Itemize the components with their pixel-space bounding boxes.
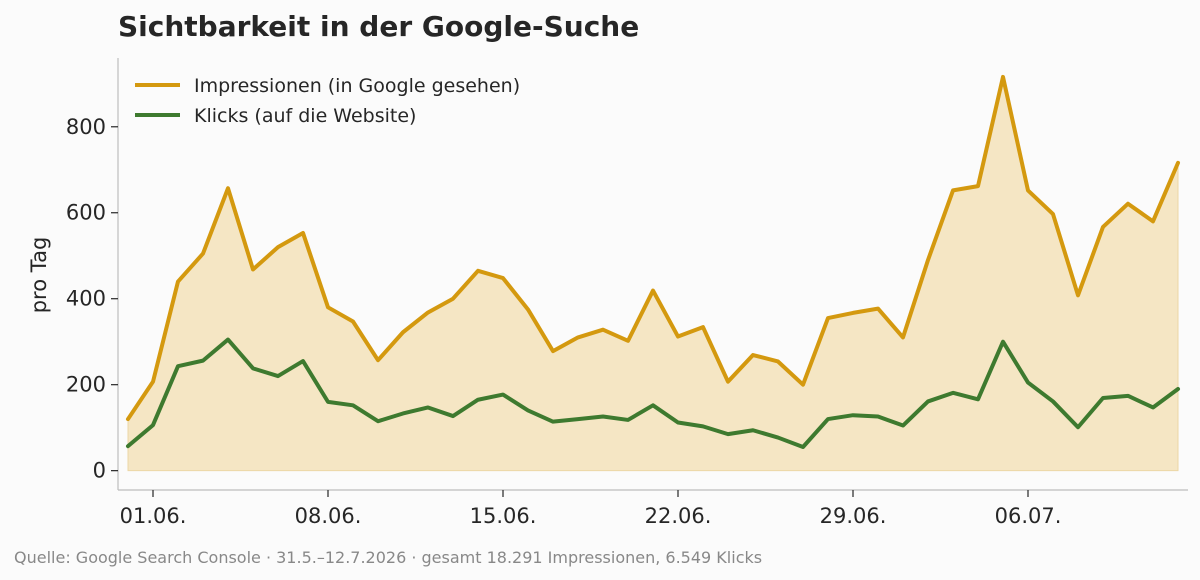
y-tick-label: 400 [66, 287, 106, 311]
plot-area [126, 74, 1180, 472]
x-tick-label: 01.06. [120, 504, 187, 528]
klicks-line [126, 337, 1180, 450]
y-tick-label: 200 [66, 373, 106, 397]
impressionen-line [126, 74, 1180, 422]
line-layer [126, 74, 1180, 450]
legend-label-klicks: Klicks (auf die Website) [194, 105, 416, 127]
area-layer [127, 76, 1179, 472]
y-tick-label: 600 [66, 201, 106, 225]
x-tick-label: 06.07. [995, 504, 1062, 528]
legend-label-impressionen: Impressionen (in Google gesehen) [194, 75, 520, 97]
x-tick-label: 15.06. [470, 504, 537, 528]
x-axis-ticks: 01.06. 08.06. 15.06. 22.06. 29.06. 06.07. [120, 490, 1062, 528]
y-axis-ticks: 0 200 400 600 800 [66, 115, 118, 483]
x-tick-label: 29.06. [820, 504, 887, 528]
x-tick-label: 22.06. [645, 504, 712, 528]
x-tick-label: 08.06. [295, 504, 362, 528]
legend: Impressionen (in Google gesehen) Klicks … [135, 75, 520, 127]
y-tick-label: 0 [93, 459, 106, 483]
source-footnote: Quelle: Google Search Console · 31.5.–12… [14, 548, 762, 567]
y-axis-label: pro Tag [27, 237, 51, 314]
chart-title: Sichtbarkeit in der Google-Suche [118, 10, 639, 43]
impressionen-area [127, 76, 1179, 472]
y-tick-label: 800 [66, 115, 106, 139]
